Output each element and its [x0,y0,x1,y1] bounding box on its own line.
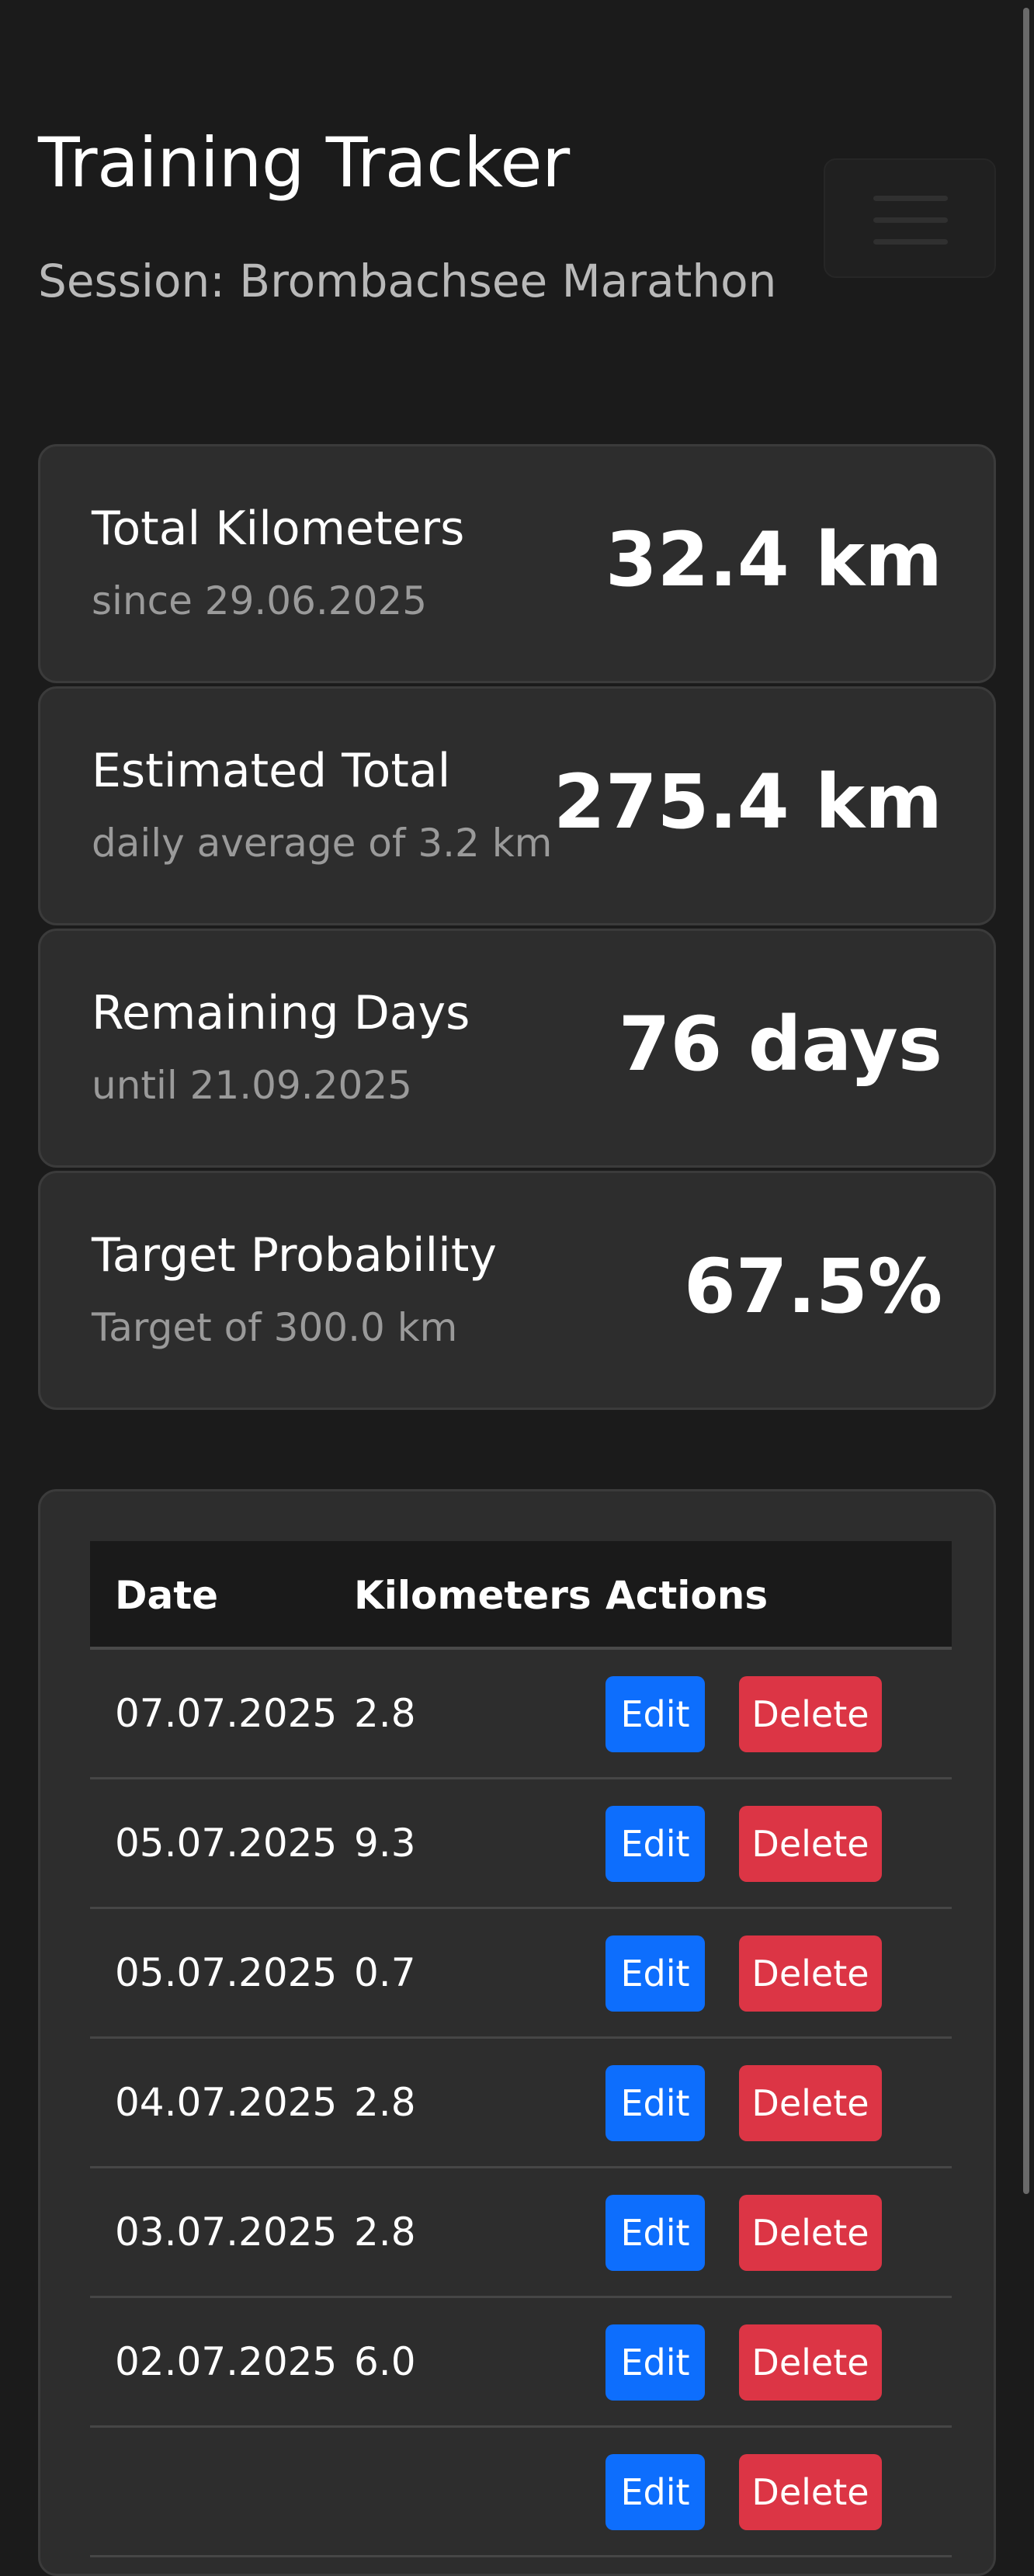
column-header-actions: Actions [605,1573,769,1618]
stat-subtitle: since 29.06.2025 [92,578,428,623]
stat-value: 76 days [618,1001,942,1088]
row-date: 07.07.2025 [115,1691,338,1736]
stat-card-remaining-days: Remaining Days until 21.09.2025 76 days [38,929,996,1168]
row-kilometers: 6.0 [354,2339,416,2384]
stat-label: Estimated Total [92,744,451,798]
row-date: 03.07.2025 [115,2210,338,2255]
stat-value: 275.4 km [553,759,942,845]
edit-button[interactable]: Edit [605,1676,705,1752]
table-row: 02.07.2025 6.0 Edit Delete [90,2298,952,2428]
session-name: Session: Brombachsee Marathon [38,255,777,307]
delete-button[interactable]: Delete [739,1676,882,1752]
edit-button[interactable]: Edit [605,2454,705,2530]
stat-card-total-kilometers: Total Kilometers since 29.06.2025 32.4 k… [38,444,996,683]
edit-button[interactable]: Edit [605,2324,705,2401]
stat-subtitle: until 21.09.2025 [92,1063,412,1108]
table-row: 03.07.2025 2.8 Edit Delete [90,2168,952,2298]
delete-button[interactable]: Delete [739,2195,882,2271]
entries-table-card: Date Kilometers Actions 07.07.2025 2.8 E… [38,1489,996,2576]
row-date: 02.07.2025 [115,2339,338,2384]
row-date: 05.07.2025 [115,1821,338,1866]
row-date: 04.07.2025 [115,2080,338,2125]
stat-label: Target Probability [92,1228,497,1283]
table-row: 04.07.2025 2.8 Edit Delete [90,2039,952,2168]
column-header-date: Date [115,1573,219,1618]
column-header-kilometers: Kilometers [354,1573,592,1618]
page: Training Tracker Session: Brombachsee Ma… [38,8,1029,2576]
edit-button[interactable]: Edit [605,2195,705,2271]
table-row: Edit Delete [90,2428,952,2557]
entries-table: Date Kilometers Actions 07.07.2025 2.8 E… [90,1541,952,2557]
stat-subtitle: daily average of 3.2 km [92,821,553,866]
edit-button[interactable]: Edit [605,1806,705,1882]
edit-button[interactable]: Edit [605,1935,705,2012]
header: Training Tracker Session: Brombachsee Ma… [38,116,996,334]
delete-button[interactable]: Delete [739,1806,882,1882]
stat-card-target-probability: Target Probability Target of 300.0 km 67… [38,1171,996,1410]
delete-button[interactable]: Delete [739,2454,882,2530]
table-row: 07.07.2025 2.8 Edit Delete [90,1650,952,1779]
delete-button[interactable]: Delete [739,2324,882,2401]
row-kilometers: 2.8 [354,2210,416,2255]
menu-button[interactable] [824,158,996,278]
row-kilometers: 2.8 [354,1691,416,1736]
stat-card-estimated-total: Estimated Total daily average of 3.2 km … [38,686,996,925]
row-kilometers: 0.7 [354,1950,416,1995]
row-kilometers: 9.3 [354,1821,416,1866]
table-row: 05.07.2025 0.7 Edit Delete [90,1909,952,2039]
table-row: 05.07.2025 9.3 Edit Delete [90,1779,952,1909]
edit-button[interactable]: Edit [605,2065,705,2141]
stat-subtitle: Target of 300.0 km [92,1305,458,1350]
row-date: 05.07.2025 [115,1950,338,1995]
row-kilometers: 2.8 [354,2080,416,2125]
page-title: Training Tracker [38,123,570,203]
stat-label: Total Kilometers [92,502,465,556]
table-header: Date Kilometers Actions [90,1541,952,1650]
page-scrollbar[interactable] [1023,8,1029,2194]
delete-button[interactable]: Delete [739,2065,882,2141]
stat-value: 32.4 km [605,516,942,603]
delete-button[interactable]: Delete [739,1935,882,2012]
stat-label: Remaining Days [92,986,470,1040]
stat-value: 67.5% [683,1243,942,1330]
